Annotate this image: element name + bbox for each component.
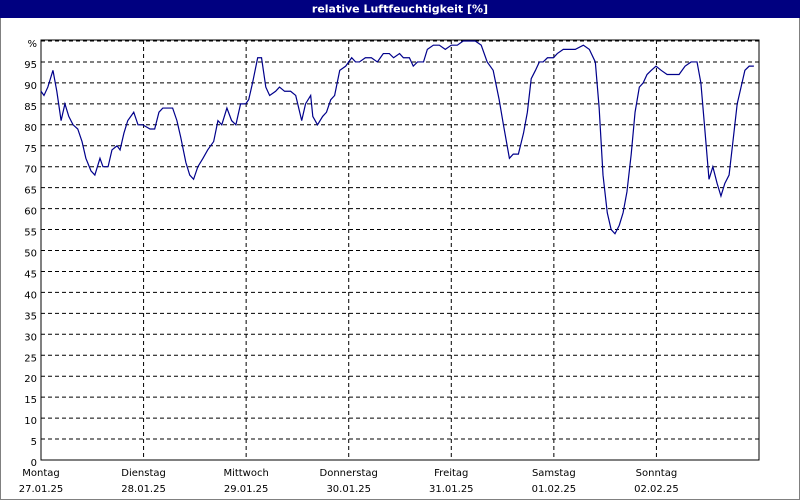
x-tick-date: 27.01.25 [19,484,64,495]
x-tick-label: Sonntag [636,468,678,479]
chart-title: relative Luftfeuchtigkeit [%] [312,3,488,16]
x-tick-date: 28.01.25 [121,484,166,495]
y-tick-label: 20 [24,374,37,385]
y-tick-label: 90 [24,81,37,92]
y-tick-label: 70 [24,165,37,176]
y-tick-label: % [27,39,37,50]
y-tick-label: 85 [24,102,37,113]
y-tick-label: 5 [31,437,37,448]
y-tick-label: 80 [24,123,37,134]
title-bar [0,0,800,18]
humidity-line [40,40,754,235]
y-tick-label: 95 [24,60,37,71]
x-tick-date: 30.01.25 [326,484,371,495]
x-tick-date: 01.02.25 [532,484,577,495]
y-tick-label: 50 [24,249,37,260]
x-tick-date: 02.02.25 [634,484,679,495]
y-tick-label: 0 [31,458,37,469]
x-tick-label: Donnerstag [320,468,378,479]
y-tick-label: 40 [24,290,37,301]
y-tick-label: 30 [24,332,37,343]
x-tick-label: Montag [22,468,59,479]
x-tick-label: Freitag [434,468,468,479]
y-tick-label: 35 [24,311,37,322]
y-tick-label: 25 [24,353,37,364]
y-tick-label: 60 [24,207,37,218]
y-tick-label: 65 [24,186,37,197]
x-tick-label: Dienstag [121,468,166,479]
y-tick-label: 15 [24,395,37,406]
y-tick-label: 10 [24,416,37,427]
x-tick-label: Mittwoch [223,468,268,479]
y-tick-label: 75 [24,144,37,155]
y-tick-label: 55 [24,228,37,239]
y-tick-label: 45 [24,269,37,280]
x-tick-date: 31.01.25 [429,484,474,495]
x-tick-date: 29.01.25 [224,484,269,495]
x-tick-label: Samstag [532,468,576,479]
